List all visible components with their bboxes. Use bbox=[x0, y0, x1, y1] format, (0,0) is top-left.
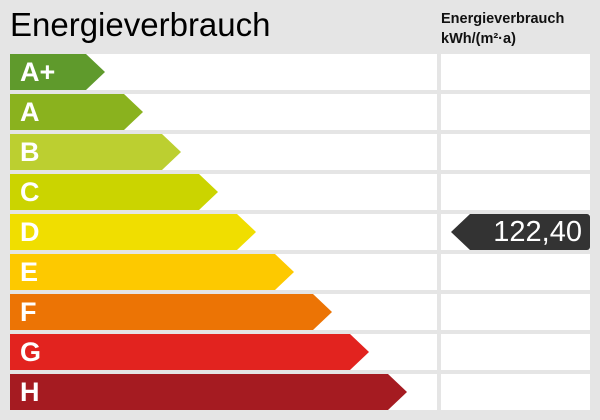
value-marker: 122,40 bbox=[451, 214, 590, 250]
value-cell bbox=[441, 294, 590, 330]
class-row-g: G bbox=[10, 334, 437, 370]
value-cell bbox=[441, 134, 590, 170]
class-label: A bbox=[20, 97, 40, 127]
value-cell bbox=[441, 54, 590, 90]
class-label: A+ bbox=[20, 57, 56, 87]
class-row-f: F bbox=[10, 294, 437, 330]
class-row-e: E bbox=[10, 254, 437, 290]
class-row-d: D bbox=[10, 214, 437, 250]
class-row-a: A bbox=[10, 94, 437, 130]
class-label: C bbox=[20, 177, 40, 207]
value-marker-text: 122,40 bbox=[493, 216, 582, 248]
class-label: E bbox=[20, 257, 39, 287]
value-cell bbox=[441, 254, 590, 290]
class-arrow: B bbox=[10, 134, 181, 170]
class-row-c: C bbox=[10, 174, 437, 210]
value-cell bbox=[441, 174, 590, 210]
class-label: D bbox=[20, 217, 40, 247]
class-arrow: H bbox=[10, 374, 407, 410]
column-header: Energieverbrauch kWh/(m²·a) bbox=[441, 9, 564, 49]
class-label: H bbox=[20, 377, 40, 407]
class-row-a-plus: A+ bbox=[10, 54, 437, 90]
column-header-label: Energieverbrauch bbox=[441, 11, 565, 27]
column-header-unit: kWh/(m²·a) bbox=[441, 31, 516, 47]
value-cell bbox=[441, 94, 590, 130]
class-arrow: E bbox=[10, 254, 294, 290]
class-label: F bbox=[20, 297, 37, 327]
class-arrow: A bbox=[10, 94, 143, 130]
class-row-b: B bbox=[10, 134, 437, 170]
class-arrow: G bbox=[10, 334, 369, 370]
class-arrow: A+ bbox=[10, 54, 105, 90]
class-arrow: F bbox=[10, 294, 332, 330]
value-cell bbox=[441, 374, 590, 410]
page-title: Energieverbrauch bbox=[10, 6, 271, 43]
class-label: G bbox=[20, 337, 42, 367]
class-arrow: D bbox=[10, 214, 256, 250]
class-label: B bbox=[20, 137, 40, 167]
class-arrow: C bbox=[10, 174, 218, 210]
class-row-h: H bbox=[10, 374, 437, 410]
value-cell bbox=[441, 334, 590, 370]
